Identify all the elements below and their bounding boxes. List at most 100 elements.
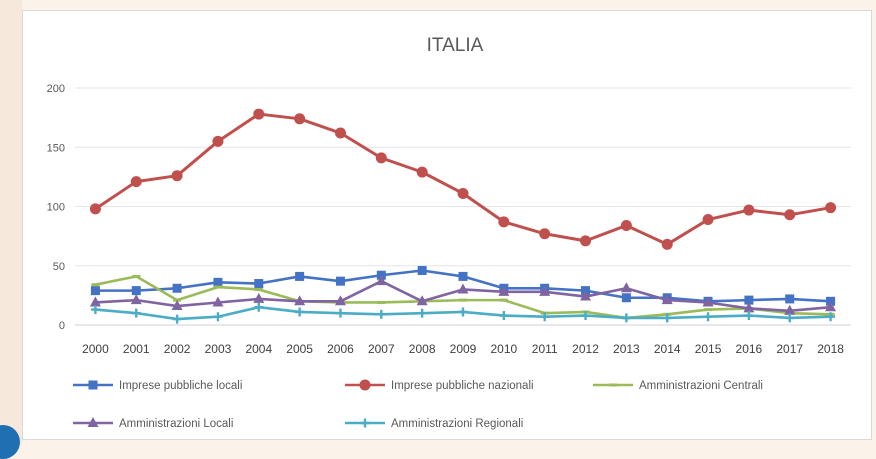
data-point — [539, 285, 551, 296]
data-point — [254, 302, 264, 312]
data-point — [498, 216, 510, 228]
legend-item: Amministrazioni Locali — [73, 417, 233, 430]
data-point — [131, 308, 141, 318]
data-point — [172, 314, 182, 324]
legend-item: Imprese pubbliche nazionali — [345, 379, 534, 392]
data-point — [661, 294, 673, 305]
legend: Imprese pubbliche locali Imprese pubblich… — [73, 379, 763, 430]
x-tick-label: 2003 — [205, 342, 232, 356]
x-tick-label: 2001 — [123, 342, 150, 356]
x-tick-label: 2018 — [817, 342, 844, 356]
data-point — [621, 313, 631, 323]
data-point — [417, 308, 427, 318]
data-point — [417, 265, 427, 275]
data-point — [620, 282, 632, 293]
data-point — [89, 203, 101, 215]
x-tick-label: 2004 — [245, 342, 272, 356]
data-point — [539, 228, 551, 240]
data-point — [295, 307, 305, 317]
data-point — [334, 295, 346, 306]
data-point — [360, 418, 370, 428]
y-tick-label: 100 — [47, 202, 65, 214]
data-point — [335, 308, 345, 318]
data-point — [375, 152, 387, 164]
data-point — [130, 176, 142, 188]
chart-title: ITALIA — [427, 35, 484, 56]
data-point — [458, 307, 468, 317]
left-margin-strip — [0, 0, 22, 445]
legend-label: Amministrazioni Centrali — [639, 380, 763, 392]
data-point — [87, 417, 99, 427]
data-point — [661, 238, 673, 250]
data-point — [130, 294, 142, 305]
data-point — [784, 209, 796, 221]
x-tick-label: 2008 — [409, 342, 436, 356]
data-point — [784, 304, 796, 315]
data-point — [88, 380, 98, 390]
data-point — [254, 279, 264, 289]
y-tick-label: 200 — [47, 83, 65, 95]
legend-item: Amministrazioni Regionali — [345, 418, 523, 430]
data-point — [212, 296, 224, 307]
x-tick-label: 2005 — [286, 342, 313, 356]
data-point — [702, 214, 714, 226]
legend-item: Imprese pubbliche locali — [73, 380, 242, 392]
data-point — [457, 283, 469, 294]
data-point — [334, 127, 346, 139]
x-tick-label: 2013 — [613, 342, 640, 356]
y-tick-label: 150 — [47, 142, 65, 154]
data-point — [743, 204, 755, 216]
data-point — [457, 187, 469, 199]
data-point — [90, 286, 100, 296]
series-line — [94, 112, 831, 246]
data-point — [702, 296, 714, 307]
y-tick-label: 50 — [53, 261, 65, 273]
data-point — [580, 235, 592, 247]
data-point — [580, 290, 592, 301]
data-point — [744, 311, 754, 321]
data-point — [294, 113, 306, 125]
data-point — [90, 305, 100, 315]
data-point — [213, 277, 223, 287]
data-point — [785, 294, 795, 304]
data-point — [743, 302, 755, 313]
data-point — [294, 295, 306, 306]
chart-card: ITALIA 0 50 100 150 200 2000 2001 2002 2003 2004… — [22, 10, 872, 440]
data-point — [172, 283, 182, 293]
legend-label: Imprese pubbliche locali — [119, 380, 242, 392]
series-4 — [89, 275, 837, 315]
data-point — [131, 286, 141, 296]
data-point — [581, 311, 591, 321]
legend-label: Amministrazioni Regionali — [391, 418, 523, 430]
legend-label: Imprese pubbliche nazionali — [391, 380, 534, 392]
data-point — [376, 309, 386, 319]
x-tick-label: 2016 — [736, 342, 763, 356]
y-axis-ticks: 0 50 100 150 200 — [47, 83, 65, 332]
data-point — [540, 312, 550, 322]
series-lines — [89, 108, 837, 324]
x-tick-label: 2017 — [776, 342, 803, 356]
x-tick-label: 2012 — [572, 342, 599, 356]
data-point — [498, 285, 510, 296]
data-point — [359, 379, 371, 391]
line-chart: ITALIA 0 50 100 150 200 2000 2001 2002 2003 2004… — [47, 35, 851, 430]
grid — [75, 87, 851, 326]
data-point — [416, 166, 428, 178]
x-tick-label: 2010 — [490, 342, 517, 356]
data-point — [499, 311, 509, 321]
data-point — [171, 170, 183, 182]
legend-label: Amministrazioni Locali — [119, 418, 233, 430]
x-tick-label: 2009 — [450, 342, 477, 356]
x-tick-label: 2014 — [654, 342, 681, 356]
y-tick-label: 0 — [59, 320, 65, 332]
data-point — [458, 271, 468, 281]
x-tick-label: 2011 — [532, 342, 558, 356]
x-tick-label: 2000 — [82, 342, 109, 356]
data-point — [621, 293, 631, 303]
data-point — [253, 292, 265, 303]
x-tick-label: 2006 — [327, 342, 354, 356]
data-point — [620, 219, 632, 231]
data-point — [375, 275, 387, 286]
x-tick-label: 2007 — [368, 342, 395, 356]
